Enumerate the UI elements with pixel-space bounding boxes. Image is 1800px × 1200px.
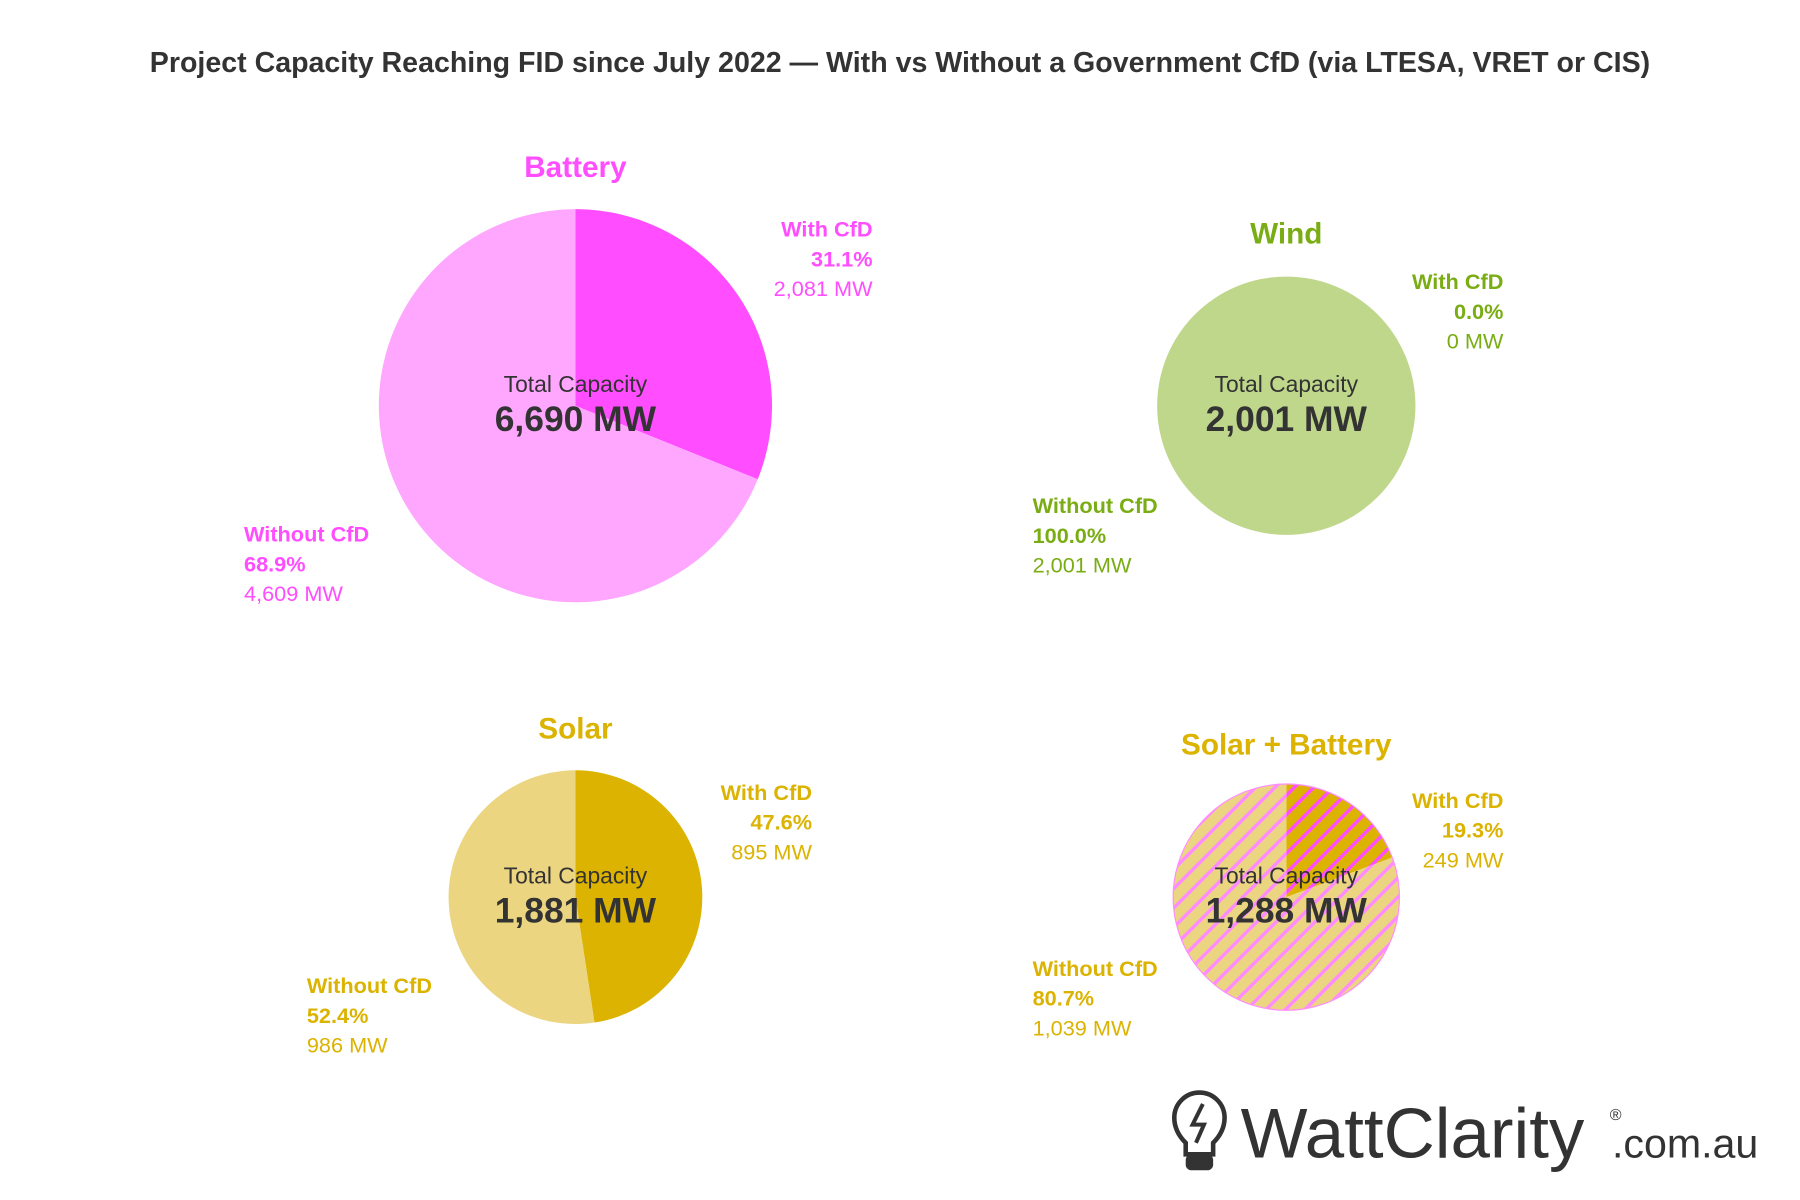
total-capacity-label: Total Capacity [504, 371, 648, 397]
with-cfd-label: With CfD [721, 780, 812, 805]
with-cfd-label: With CfD [1412, 269, 1503, 294]
chart-title: Project Capacity Reaching FID since July… [150, 47, 1650, 79]
total-capacity-label: Total Capacity [504, 862, 648, 888]
without-cfd-value: 986 MW [307, 1033, 388, 1058]
total-capacity-value: 1,288 MW [1206, 890, 1368, 930]
logo-registered: ® [1610, 1107, 1622, 1124]
wattclarity-logo: WattClarity .com.au ® [1171, 1090, 1758, 1174]
with-cfd-label: With CfD [1412, 788, 1503, 813]
without-cfd-percent: 52.4% [307, 1003, 369, 1028]
without-cfd-label: Without CfD [1033, 956, 1158, 981]
without-cfd-label: Without CfD [1033, 493, 1158, 518]
pie-title: Wind [1250, 217, 1322, 250]
with-cfd-percent: 47.6% [750, 810, 812, 835]
pie-slice-with-cfd [575, 209, 773, 480]
without-cfd-value: 4,609 MW [244, 581, 343, 606]
total-capacity-value: 2,001 MW [1206, 399, 1368, 439]
total-capacity-label: Total Capacity [1215, 371, 1359, 397]
without-cfd-value: 2,001 MW [1033, 553, 1132, 578]
pie-slice-without-cfd [378, 209, 758, 603]
with-cfd-value: 895 MW [731, 839, 812, 864]
logo-text: WattClarity [1241, 1095, 1585, 1174]
total-capacity-value: 6,690 MW [495, 399, 657, 439]
pie-slice-with-cfd [1286, 784, 1393, 898]
without-cfd-label: Without CfD [244, 522, 369, 547]
pie-slice-without-cfd [1157, 276, 1416, 535]
logo-suffix: .com.au [1612, 1121, 1758, 1167]
pie-title: Solar + Battery [1181, 728, 1392, 761]
without-cfd-label: Without CfD [307, 973, 432, 998]
pie-slice-with-cfd [575, 770, 703, 1023]
lightbulb-bolt-icon [1171, 1090, 1227, 1171]
without-cfd-percent: 100.0% [1033, 523, 1107, 548]
total-capacity-value: 1,881 MW [495, 890, 657, 930]
with-cfd-percent: 31.1% [811, 246, 873, 271]
total-capacity-label: Total Capacity [1215, 862, 1359, 888]
without-cfd-percent: 80.7% [1033, 986, 1095, 1011]
pie-slice-without-cfd [1173, 784, 1400, 1011]
pie-title: Solar [538, 712, 613, 745]
without-cfd-value: 1,039 MW [1033, 1015, 1132, 1040]
with-cfd-percent: 0.0% [1454, 299, 1503, 324]
pie-slice-without-cfd [448, 770, 595, 1024]
with-cfd-value: 249 MW [1423, 847, 1504, 872]
with-cfd-label: With CfD [781, 217, 872, 242]
with-cfd-value: 2,081 MW [774, 276, 873, 301]
with-cfd-percent: 19.3% [1442, 818, 1504, 843]
pie-outline [1172, 783, 1400, 1011]
pie-title: Battery [524, 151, 627, 184]
without-cfd-percent: 68.9% [244, 551, 306, 576]
with-cfd-value: 0 MW [1447, 329, 1504, 354]
